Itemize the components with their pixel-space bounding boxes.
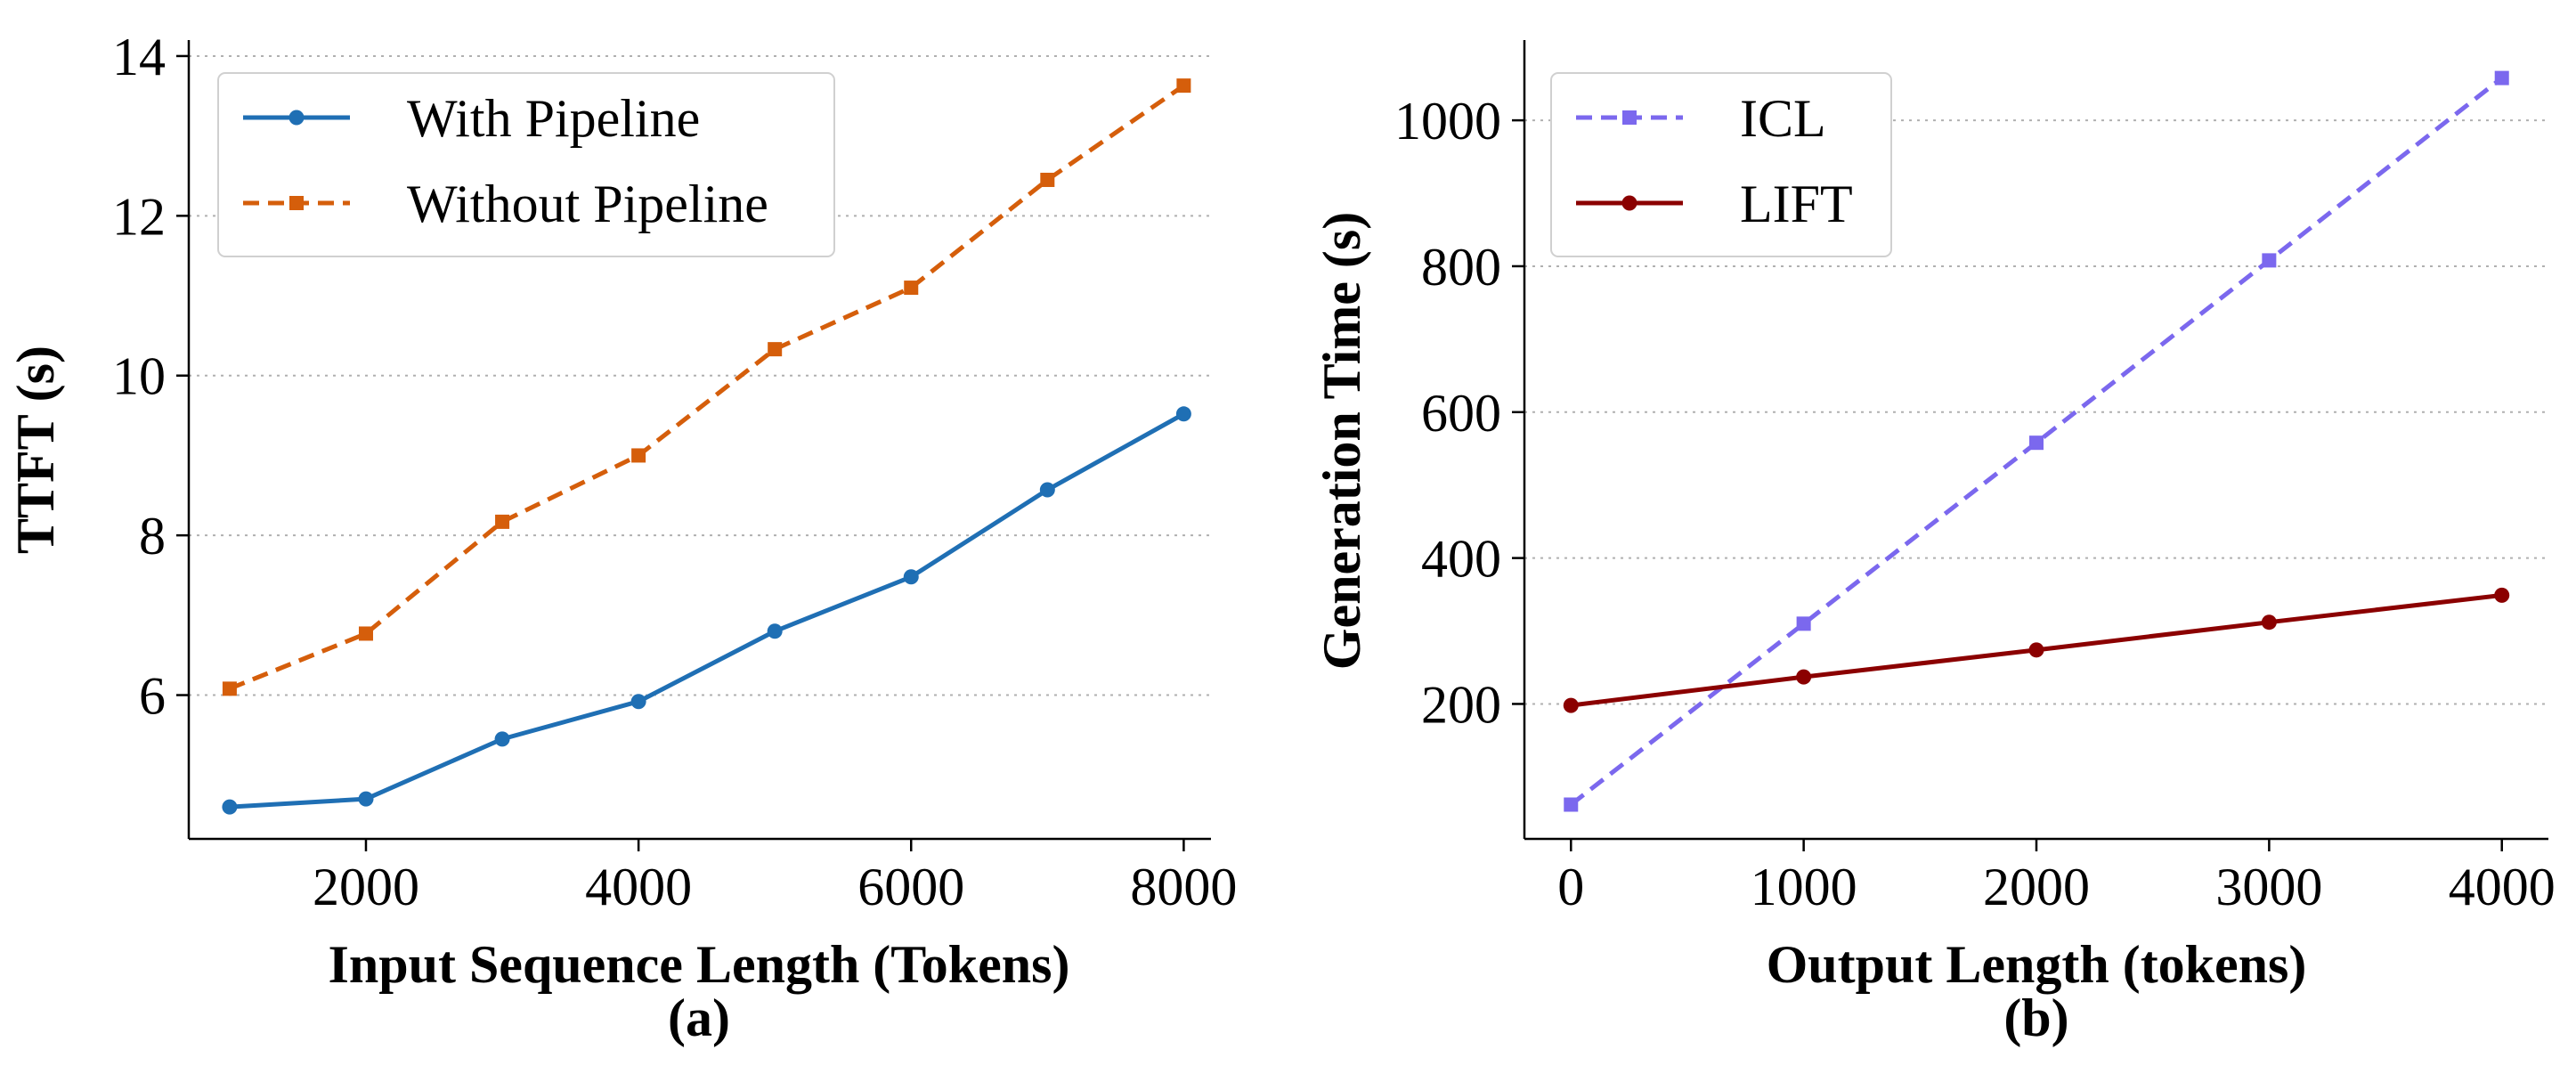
panel-b-legend: ICL LIFT: [1550, 72, 1892, 257]
panel-a-ytick-label-8: 8: [139, 507, 166, 565]
panel-a-xtick-label-4000: 4000: [585, 858, 692, 916]
panel-a-legend-without-pipeline-label: Without Pipeline: [407, 175, 768, 233]
panel-a-series-with-pipeline-line: [229, 411, 1185, 810]
panel-b-ytick-label-600: 600: [1421, 384, 1501, 443]
panel-b: 200 400 600 800 1000 0 1000 2000 3000 4000 ICL LIF…: [1312, 40, 2556, 1047]
panel-a-xlabel: Input Sequence Length (Tokens): [329, 935, 1070, 994]
panel-b-legend-icl-label: ICL: [1740, 89, 1826, 148]
panel-b-legend-icl-marker: [1622, 110, 1637, 125]
panel-a-series-without-pipeline-point-2000: [358, 626, 373, 641]
panel-b-series-icl-point-2000: [2029, 435, 2044, 451]
panel-a-xtick-label-6000: 6000: [857, 858, 964, 916]
panel-a-legend-box: [217, 72, 835, 257]
panel-b-legend-lift-marker: [1621, 195, 1637, 211]
panel-b-series-icl-line: [1569, 76, 2504, 807]
panel-b-ytick-label-400: 400: [1421, 530, 1501, 589]
panel-a-ytick-label-6: 6: [139, 667, 166, 726]
panel-b-series-lift-point-2000: [2028, 642, 2044, 658]
panel-a-series-with-pipeline-point-8000: [1175, 406, 1191, 422]
panel-a-caption: (a): [668, 989, 730, 1047]
panel-a-legend-with-pipeline-marker: [288, 110, 305, 126]
panel-b-series-icl-point-4000: [2494, 70, 2509, 85]
panel-a-series-with-pipeline-point-5000: [767, 623, 783, 639]
panel-b-ytick-label-1000: 1000: [1394, 92, 1501, 151]
panel-b-series-lift-point-4000: [2494, 587, 2510, 603]
panel-a-series: [222, 78, 1191, 815]
panel-b-xlabel: Output Length (tokens): [1767, 935, 2307, 994]
panel-a-legend-without-pipeline-marker: [289, 196, 304, 210]
panel-b-xtick-label-0: 0: [1557, 858, 1584, 916]
panel-a-series-without-pipeline-line: [228, 84, 1185, 691]
panel-a-series-without-pipeline-point-3000: [495, 514, 510, 529]
panel-a-series-without-pipeline-point-8000: [1176, 78, 1191, 94]
panel-b-series-icl-point-1000: [1796, 616, 1811, 631]
panel-a-series-without-pipeline-point-5000: [768, 342, 783, 357]
panel-b-legend-lift-label: LIFT: [1740, 175, 1853, 233]
panel-a-series-without-pipeline-point-1000: [222, 681, 237, 696]
panel-b-series-icl-point-0: [1564, 797, 1579, 812]
panel-a-ylabel: TTFT (s): [6, 346, 65, 554]
panel-b-ylabel: Generation Time (s): [1312, 212, 1371, 670]
panel-a-series-with-pipeline-point-3000: [494, 731, 510, 747]
panel-b-xtick-label-3000: 3000: [2215, 858, 2322, 916]
panel-a-xtick-label-8000: 8000: [1130, 858, 1237, 916]
panel-a-legend-with-pipeline-label: With Pipeline: [407, 89, 700, 148]
panel-a-xtick-label-2000: 2000: [313, 858, 419, 916]
panel-b-xtick-label-4000: 4000: [2449, 858, 2556, 916]
panel-b-series-lift-point-3000: [2261, 614, 2277, 631]
panel-b-series-lift-point-0: [1563, 697, 1579, 713]
panel-a-series-with-pipeline-point-1000: [222, 799, 238, 815]
panel-a-series-without-pipeline-point-7000: [1040, 172, 1055, 187]
panel-b-xtick-label-1000: 1000: [1751, 858, 1857, 916]
panel-a-series-with-pipeline-point-7000: [1039, 482, 1055, 498]
panel-a-ytick-label-10: 10: [112, 347, 166, 406]
panel-a-series-without-pipeline-point-6000: [904, 281, 919, 296]
panel-b-caption: (b): [2003, 989, 2068, 1047]
panel-a-series-with-pipeline-point-4000: [630, 694, 646, 710]
panel-a-ytick-label-14: 14: [112, 28, 166, 86]
panel-b-ytick-label-800: 800: [1421, 238, 1501, 297]
panel-a-series-with-pipeline-point-6000: [903, 569, 919, 585]
panel-b-axes: 200 400 600 800 1000 0 1000 2000 3000 4000: [1394, 40, 2556, 916]
panel-a-axes: 6 8 10 12 14 2000 4000 6000 8000: [112, 28, 1237, 916]
panel-a-series-with-pipeline-point-2000: [358, 791, 374, 807]
panel-a-ytick-label-12: 12: [112, 187, 166, 246]
panel-b-xtick-label-2000: 2000: [1983, 858, 2090, 916]
panel-b-series-icl-point-3000: [2262, 253, 2277, 268]
panel-b-ytick-label-200: 200: [1421, 675, 1501, 734]
panel-b-series-lift-point-1000: [1796, 669, 1812, 685]
panel-b-series: [1563, 70, 2510, 812]
panel-a-series-without-pipeline-point-4000: [631, 448, 646, 463]
panel-a-legend: With Pipeline Without Pipeline: [217, 72, 835, 257]
